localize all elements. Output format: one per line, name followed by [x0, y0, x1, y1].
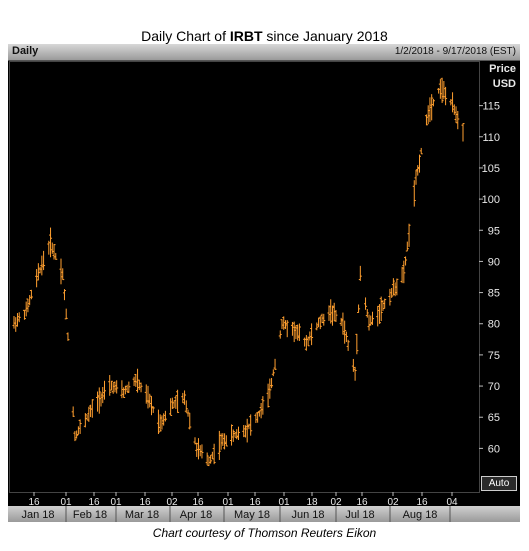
y-axis-label-currency: USD — [492, 78, 516, 90]
chart-panel: Daily 1/2/2018 - 9/17/2018 (EST) Price U… — [8, 44, 520, 522]
month-label: Jul 18 — [345, 509, 374, 521]
price-chart-svg: 60 65 70 75 80 85 90 95 100 105 110 115 16 01 16 01 16 02… — [12, 77, 500, 522]
interval-label[interactable]: Daily — [12, 45, 39, 57]
x-tick-label: 16 — [356, 497, 368, 508]
x-tick-label: 02 — [330, 497, 342, 508]
x-tick-label: 16 — [139, 497, 151, 508]
y-tick-label: 110 — [482, 132, 500, 144]
y-tick-label: 70 — [488, 381, 500, 393]
y-tick-label: 80 — [488, 319, 500, 331]
plot-area[interactable] — [9, 61, 480, 493]
month-label: Jan 18 — [21, 509, 54, 521]
month-label: Feb 18 — [73, 509, 107, 521]
y-tick-label: 85 — [488, 288, 500, 300]
x-tick-label: 18 — [306, 497, 318, 508]
chart-toolbar: Daily 1/2/2018 - 9/17/2018 (EST) — [8, 44, 520, 61]
x-tick-label: 02 — [166, 497, 178, 508]
date-range-label: 1/2/2018 - 9/17/2018 (EST) — [394, 46, 516, 57]
x-tick-label: 16 — [88, 497, 100, 508]
month-label: Mar 18 — [125, 509, 159, 521]
chart-caption: Chart courtesy of Thomson Reuters Eikon — [152, 526, 377, 540]
x-tick-label: 16 — [249, 497, 261, 508]
x-tick-label: 01 — [278, 497, 290, 508]
y-tick-label: 95 — [488, 225, 500, 237]
x-tick-label: 01 — [110, 497, 122, 508]
month-label: Aug 18 — [403, 509, 438, 521]
y-axis-label-price: Price — [489, 63, 516, 75]
month-label: May 18 — [234, 509, 270, 521]
month-axis-bar — [8, 506, 520, 522]
x-tick-label: 16 — [28, 497, 40, 508]
chart-title: Daily Chart of IRBT since January 2018 — [141, 28, 388, 44]
y-tick-label: 100 — [482, 194, 500, 206]
y-tick-label: 75 — [488, 350, 500, 362]
y-tick-label: 60 — [488, 443, 500, 455]
x-tick-label: 04 — [446, 497, 458, 508]
x-tick-label: 01 — [60, 497, 72, 508]
x-tick-label: 01 — [222, 497, 234, 508]
y-tick-label: 65 — [488, 412, 500, 424]
x-tick-label: 16 — [416, 497, 428, 508]
y-tick-label: 90 — [488, 256, 500, 268]
x-tick-label: 02 — [387, 497, 399, 508]
y-tick-label: 115 — [482, 101, 500, 113]
x-tick-label: 16 — [192, 497, 204, 508]
auto-scale-button[interactable]: Auto — [481, 476, 517, 491]
month-label: Jun 18 — [291, 509, 324, 521]
month-label: Apr 18 — [180, 509, 212, 521]
y-tick-label: 105 — [482, 163, 500, 175]
